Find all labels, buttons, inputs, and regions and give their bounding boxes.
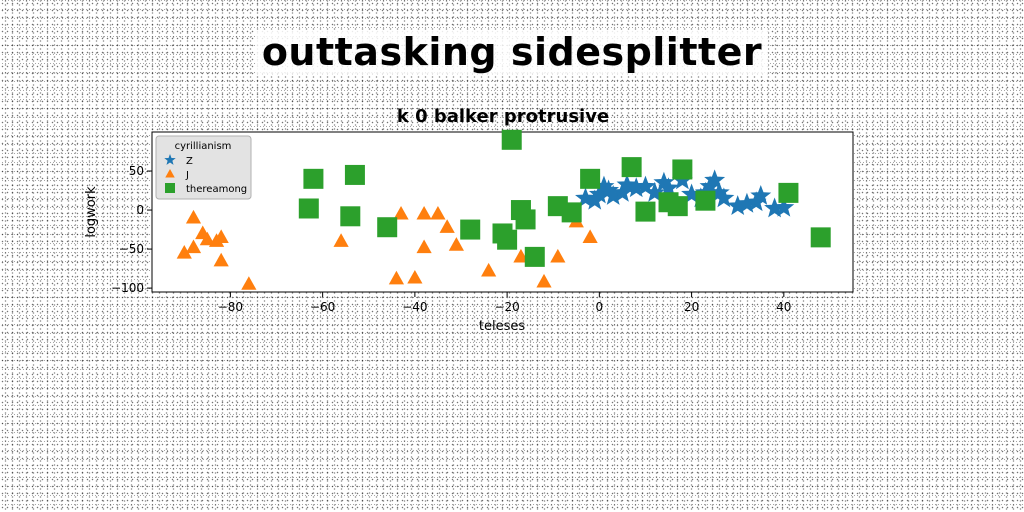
- point-square-15: [621, 157, 642, 178]
- point-square-13: [561, 202, 582, 223]
- plot-area: [151, 131, 854, 293]
- supertitle-text: outtasking sidesplitter: [255, 30, 769, 74]
- x-axis: −80 −60 −40 −20 0 20 40: [218, 292, 791, 314]
- point-triangle-23: [582, 229, 598, 243]
- point-star-22: [736, 192, 758, 213]
- point-square-16: [635, 201, 656, 222]
- point-star-10: [644, 181, 666, 202]
- point-square-2: [340, 206, 361, 227]
- point-star-7: [616, 174, 638, 194]
- point-square-20: [695, 190, 716, 211]
- point-star-8: [625, 177, 647, 198]
- point-square-14: [580, 168, 601, 189]
- point-triangle-13: [416, 239, 432, 254]
- x-tick-label: 0: [596, 300, 604, 314]
- y-tick-label: −100: [111, 281, 144, 295]
- point-star-3: [593, 175, 615, 196]
- point-square-8: [501, 129, 522, 150]
- y-axis-label: logwork: [84, 186, 99, 238]
- point-star-12: [658, 177, 679, 198]
- y-tick-label: 50: [129, 164, 144, 178]
- point-triangle-14: [416, 205, 432, 220]
- x-tick-label: −80: [218, 300, 243, 314]
- point-square-0: [298, 198, 319, 219]
- point-star-25: [764, 197, 786, 218]
- point-star-26: [773, 196, 795, 217]
- point-square-18: [667, 196, 688, 217]
- legend-marker-triangle: [165, 169, 175, 178]
- point-star-11: [653, 171, 675, 192]
- point-square-22: [810, 227, 831, 248]
- point-triangle-17: [448, 237, 464, 251]
- data-marks: [176, 129, 831, 290]
- point-triangle-8: [241, 276, 257, 290]
- x-tick-label: −60: [310, 300, 335, 314]
- point-triangle-4: [199, 231, 215, 246]
- point-triangle-9: [333, 233, 349, 247]
- chart-title: k 0 balker protrusive: [397, 106, 609, 127]
- point-star-24: [750, 185, 772, 205]
- x-axis-label: teleses: [479, 319, 525, 334]
- point-triangle-2: [185, 239, 202, 254]
- legend-marker-square: [165, 183, 175, 193]
- x-tick-label: −40: [402, 300, 427, 314]
- point-square-5: [460, 219, 481, 240]
- point-square-19: [672, 159, 693, 180]
- point-star-4: [598, 179, 620, 200]
- point-star-9: [635, 175, 656, 196]
- point-triangle-18: [481, 262, 497, 277]
- point-triangle-19: [513, 248, 529, 263]
- point-triangle-20: [536, 273, 552, 288]
- x-tick-label: 40: [776, 300, 791, 314]
- x-tick-label: −20: [494, 300, 519, 314]
- y-tick-label: 0: [136, 203, 144, 217]
- point-square-4: [377, 217, 398, 238]
- point-triangle-0: [176, 244, 192, 259]
- point-square-1: [303, 168, 324, 189]
- point-star-5: [602, 185, 624, 205]
- point-triangle-7: [213, 252, 229, 267]
- point-triangle-12: [407, 269, 423, 284]
- legend-title: cyrillianism: [175, 141, 232, 152]
- point-star-21: [727, 195, 749, 216]
- legend-box: [155, 135, 252, 200]
- point-square-3: [344, 164, 365, 185]
- legend-label: J: [185, 170, 189, 181]
- point-triangle-1: [185, 209, 202, 224]
- point-triangle-21: [550, 248, 566, 263]
- point-square-11: [524, 246, 545, 267]
- point-square-21: [778, 182, 799, 203]
- point-square-7: [497, 229, 518, 250]
- point-triangle-16: [439, 219, 455, 233]
- y-axis: −100 −50 0 50: [111, 164, 152, 295]
- legend-marker-star: [164, 154, 176, 165]
- point-triangle-6: [213, 229, 229, 243]
- point-star-19: [704, 169, 726, 190]
- point-triangle-11: [393, 205, 409, 220]
- point-star-27: [708, 181, 730, 202]
- legend-label: Z: [186, 156, 193, 167]
- legend-label: thereamong: [186, 184, 247, 195]
- y-tick-label: −50: [119, 242, 144, 256]
- point-star-15: [681, 183, 703, 204]
- point-triangle-10: [388, 270, 405, 285]
- x-tick-label: 20: [684, 300, 699, 314]
- supertitle: outtasking sidesplitter: [0, 30, 1024, 74]
- point-square-10: [515, 209, 536, 230]
- point-triangle-15: [430, 205, 446, 220]
